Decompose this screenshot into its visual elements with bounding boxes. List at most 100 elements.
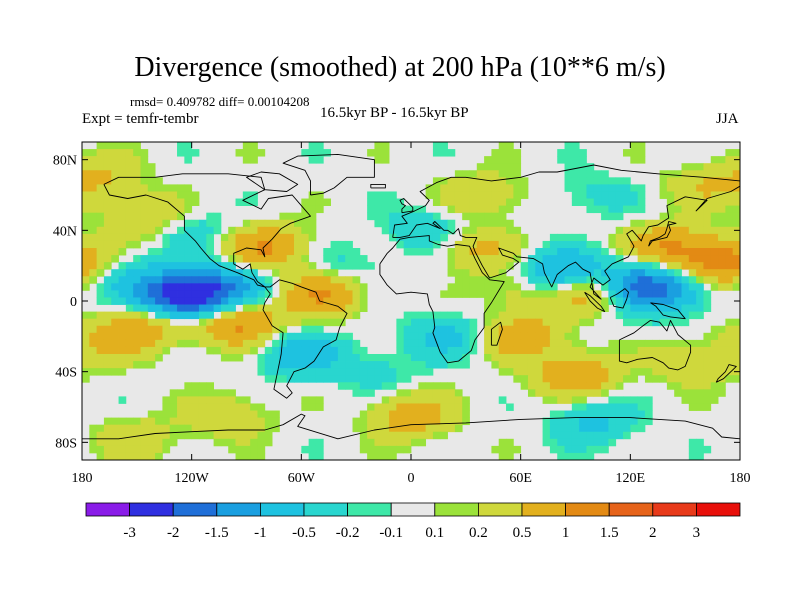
field-cell: [447, 403, 456, 411]
field-cell: [710, 269, 719, 277]
field-cell: [542, 375, 551, 383]
field-cell: [484, 191, 492, 199]
field-cell: [345, 311, 353, 320]
field-cell: [403, 205, 412, 214]
field-cell: [674, 304, 682, 312]
field-cell: [381, 410, 390, 418]
field-cell: [527, 297, 536, 305]
field-cell: [359, 368, 368, 376]
field-cell: [725, 233, 734, 242]
field-cell: [118, 283, 127, 291]
field-cell: [155, 177, 163, 185]
field-cell: [89, 332, 98, 341]
field-cell: [133, 346, 141, 355]
field-cell: [220, 233, 229, 242]
field-cell: [323, 375, 331, 383]
field-cell: [228, 389, 236, 397]
field-cell: [476, 184, 485, 192]
field-cell: [162, 410, 171, 418]
field-cell: [220, 438, 229, 447]
field-cell: [462, 226, 470, 235]
field-cell: [432, 149, 441, 157]
field-cell: [425, 332, 434, 341]
field-cell: [491, 219, 500, 228]
field-cell: [542, 290, 551, 298]
field-cell: [579, 290, 587, 298]
field-cell: [637, 219, 646, 228]
field-cell: [608, 361, 617, 369]
field-cell: [228, 240, 236, 249]
field-cell: [228, 311, 236, 320]
field-cell: [337, 318, 346, 327]
field-cell: [133, 142, 141, 150]
field-cell: [476, 255, 485, 263]
field-cell: [103, 184, 112, 192]
field-cell: [389, 205, 397, 214]
field-cell: [666, 382, 675, 390]
field-cell: [571, 269, 580, 277]
field-cell: [294, 276, 302, 284]
field-cell: [644, 368, 653, 376]
field-cell: [155, 191, 163, 199]
field-cell: [549, 325, 558, 334]
field-cell: [140, 156, 149, 164]
field-cell: [89, 445, 98, 454]
field-cell: [111, 269, 119, 277]
field-cell: [286, 368, 295, 376]
field-cell: [242, 452, 251, 460]
field-cell: [623, 318, 631, 327]
field-cell: [155, 276, 163, 284]
field-cell: [279, 212, 288, 221]
field-cell: [564, 445, 573, 454]
field-cell: [491, 248, 500, 256]
field-cell: [155, 424, 163, 433]
field-cell: [652, 361, 660, 369]
field-cell: [476, 219, 485, 228]
field-cell: [96, 205, 105, 214]
field-cell: [352, 417, 361, 426]
field-cell: [469, 205, 478, 214]
field-cell: [571, 290, 580, 298]
field-cell: [535, 262, 543, 270]
field-cell: [630, 283, 639, 291]
field-cell: [155, 283, 163, 291]
field-cell: [710, 262, 719, 270]
field-cell: [235, 354, 244, 362]
field-cell: [103, 262, 112, 270]
field-cell: [644, 297, 653, 305]
field-cell: [454, 198, 463, 206]
field-cell: [242, 304, 251, 312]
field-cell: [184, 410, 193, 418]
field-cell: [198, 325, 207, 334]
field-cell: [593, 354, 602, 362]
field-cell: [286, 290, 295, 298]
field-cell: [133, 276, 141, 284]
field-cell: [89, 240, 98, 249]
field-cell: [630, 198, 639, 206]
field-cell: [513, 368, 522, 376]
field-cell: [381, 156, 390, 164]
field-cell: [520, 325, 529, 334]
field-cell: [118, 290, 127, 298]
field-cell: [688, 255, 697, 263]
field-cell: [506, 339, 514, 348]
field-cell: [147, 269, 156, 277]
field-cell: [125, 205, 134, 214]
field-cell: [659, 191, 668, 199]
field-cell: [666, 297, 675, 305]
colorbar-label: -1.5: [205, 525, 229, 541]
field-cell: [418, 354, 427, 362]
field-cell: [447, 318, 456, 327]
field-cell: [89, 325, 98, 334]
field-cell: [586, 177, 595, 185]
field-cell: [710, 375, 719, 383]
field-cell: [681, 255, 690, 263]
field-cell: [411, 438, 419, 447]
field-cell: [425, 424, 434, 433]
field-cell: [103, 339, 112, 348]
field-cell: [666, 170, 675, 178]
field-cell: [111, 191, 119, 199]
field-cell: [557, 410, 565, 418]
field-cell: [542, 332, 551, 341]
field-cell: [579, 361, 587, 369]
